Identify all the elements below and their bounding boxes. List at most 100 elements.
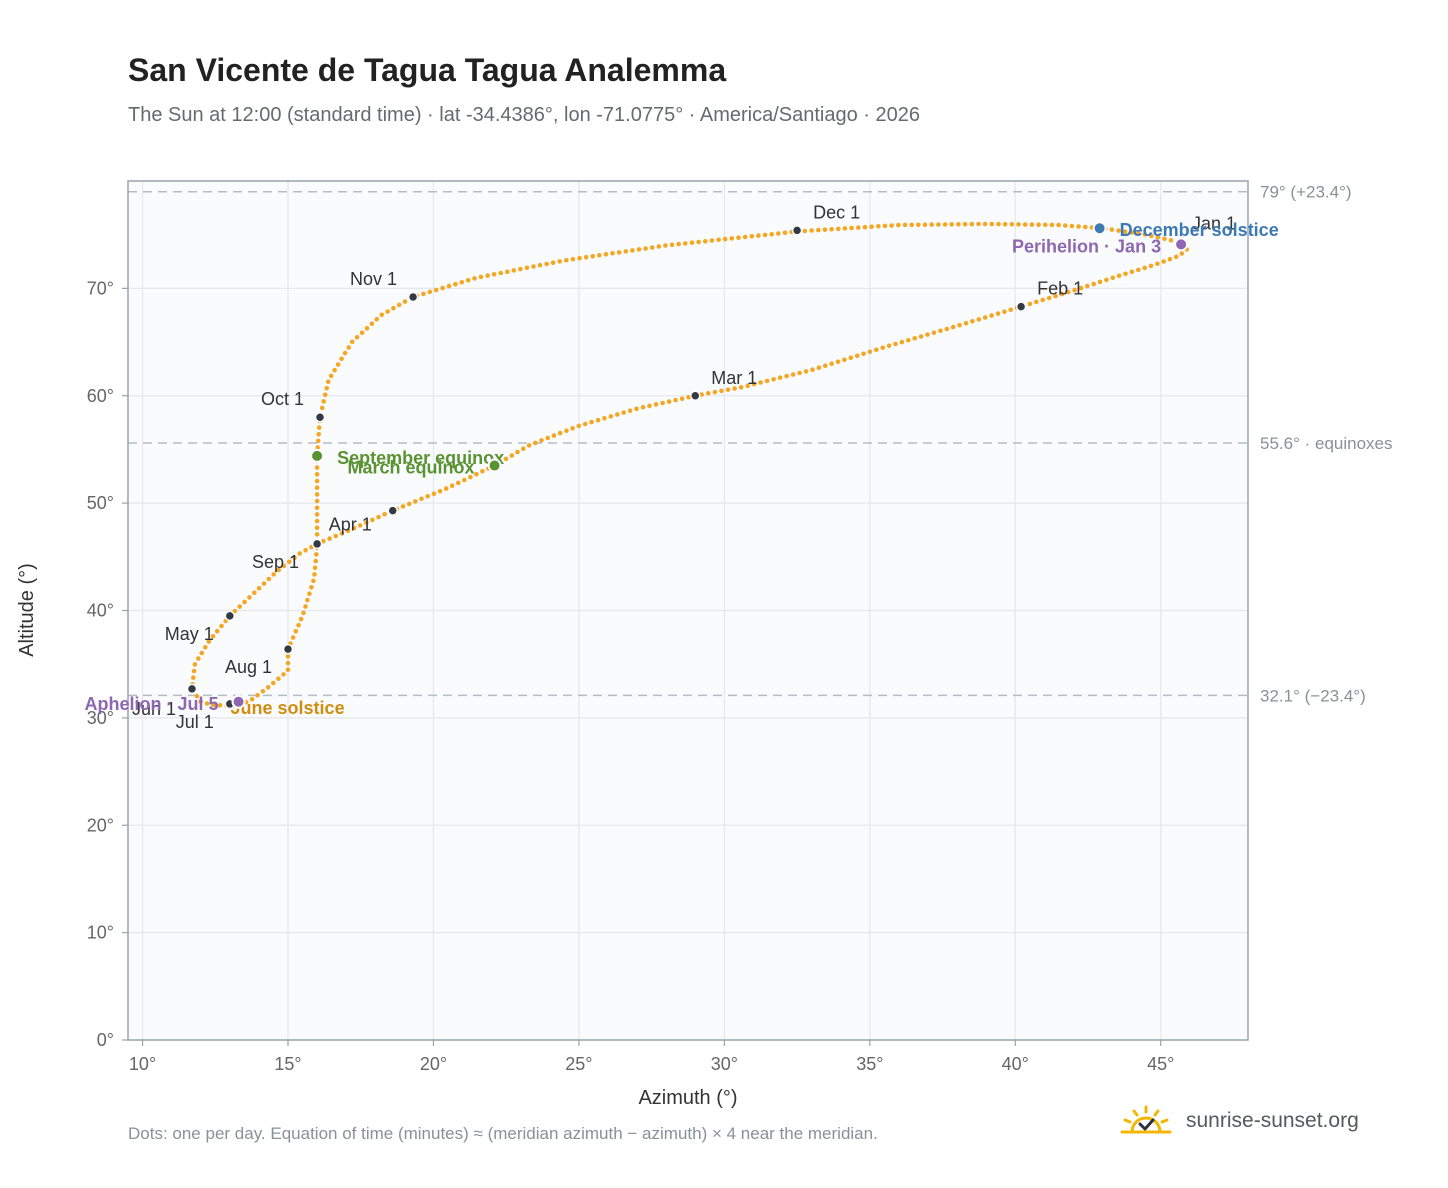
x-tick-label: 35° [856,1054,883,1074]
daily-point [1091,281,1096,287]
daily-point [976,317,982,322]
daily-point [656,244,662,249]
daily-point [1142,232,1148,237]
daily-point [797,370,802,376]
daily-point [314,518,320,524]
month-label: Nov 1 [350,269,397,289]
daily-point [1161,259,1166,264]
daily-point [634,406,639,412]
daily-point [327,536,332,541]
daily-point [597,253,602,258]
daily-point [314,512,320,517]
daily-point [303,604,308,609]
daily-point [849,225,854,231]
daily-point [762,232,768,238]
daily-point [433,287,439,293]
daily-point [286,559,292,565]
daily-point [649,245,655,250]
daily-point [276,676,281,681]
daily-point [686,394,691,400]
daily-point [319,405,325,411]
daily-point [716,237,721,243]
daily-point [738,385,744,390]
daily-point [736,235,741,240]
daily-point [478,274,484,280]
daily-point [312,565,318,571]
x-axis-ticks: 10° 15° 20° 25° 30° 35° 40° 45° [129,1040,1174,1074]
daily-point [550,260,556,266]
daily-point [332,367,337,373]
daily-point [1056,222,1061,228]
brand-name: sunrise-sunset.org [1186,1109,1359,1132]
month-marker [311,538,323,550]
daily-point [719,388,724,394]
daily-point [314,525,320,531]
daily-point [505,269,510,275]
daily-point [440,285,445,291]
month-label: Jul 1 [176,712,214,732]
daily-point [419,496,424,502]
daily-point [255,693,260,698]
daily-point [247,595,252,600]
daily-point [1168,238,1174,243]
daily-point [996,221,1001,227]
daily-point [1162,236,1167,242]
daily-point [615,412,620,417]
daily-point [314,505,320,511]
daily-point [918,334,924,339]
daily-point [709,238,715,243]
daily-point [876,224,881,229]
month-marker [186,683,198,695]
daily-point [1059,291,1065,297]
daily-point [364,326,370,331]
daily-point [1173,254,1179,260]
daily-point [198,699,203,704]
daily-point [354,335,360,340]
daily-point [1069,223,1075,229]
daily-point [957,322,962,328]
daily-point [219,623,224,629]
daily-point [1148,263,1154,269]
daily-point [376,514,381,520]
daily-point [627,408,633,414]
daily-point [647,403,652,409]
daily-point [351,525,357,531]
daily-point [1078,285,1084,291]
reference-line-label: 79° (+23.4°) [1260,183,1352,202]
daily-point [782,230,788,236]
daily-point [369,321,375,327]
y-axis-label: Altitude (°) [16,563,38,657]
daily-point [491,272,497,277]
daily-point [956,222,961,227]
daily-point [261,581,267,586]
daily-point [474,471,479,477]
daily-point [537,262,543,268]
y-tick-label: 10° [87,923,114,943]
daily-point [703,239,708,244]
daily-point [1109,227,1115,232]
daily-point [669,242,675,248]
daily-point [1155,261,1160,267]
daily-point [589,419,594,425]
daily-point [443,486,449,491]
daily-point [1046,295,1052,301]
daily-point [869,224,874,230]
daily-point [293,629,299,634]
daily-point [314,472,320,477]
daily-point [1129,230,1134,235]
daily-point [413,499,418,504]
daily-point [292,555,297,560]
daily-point [217,703,223,708]
daily-point [281,672,286,677]
daily-point [459,280,465,285]
x-tick-label: 15° [274,1054,301,1074]
daily-point [252,590,257,596]
daily-point [421,291,426,297]
daily-point [406,501,412,507]
daily-point [963,321,969,326]
brand-logo[interactable]: sunrise-sunset.org [1118,1104,1359,1138]
reference-line-label: 55.6° · equinoxes [1260,434,1393,453]
daily-point [803,369,809,374]
daily-point [290,635,296,640]
daily-point [882,223,888,229]
